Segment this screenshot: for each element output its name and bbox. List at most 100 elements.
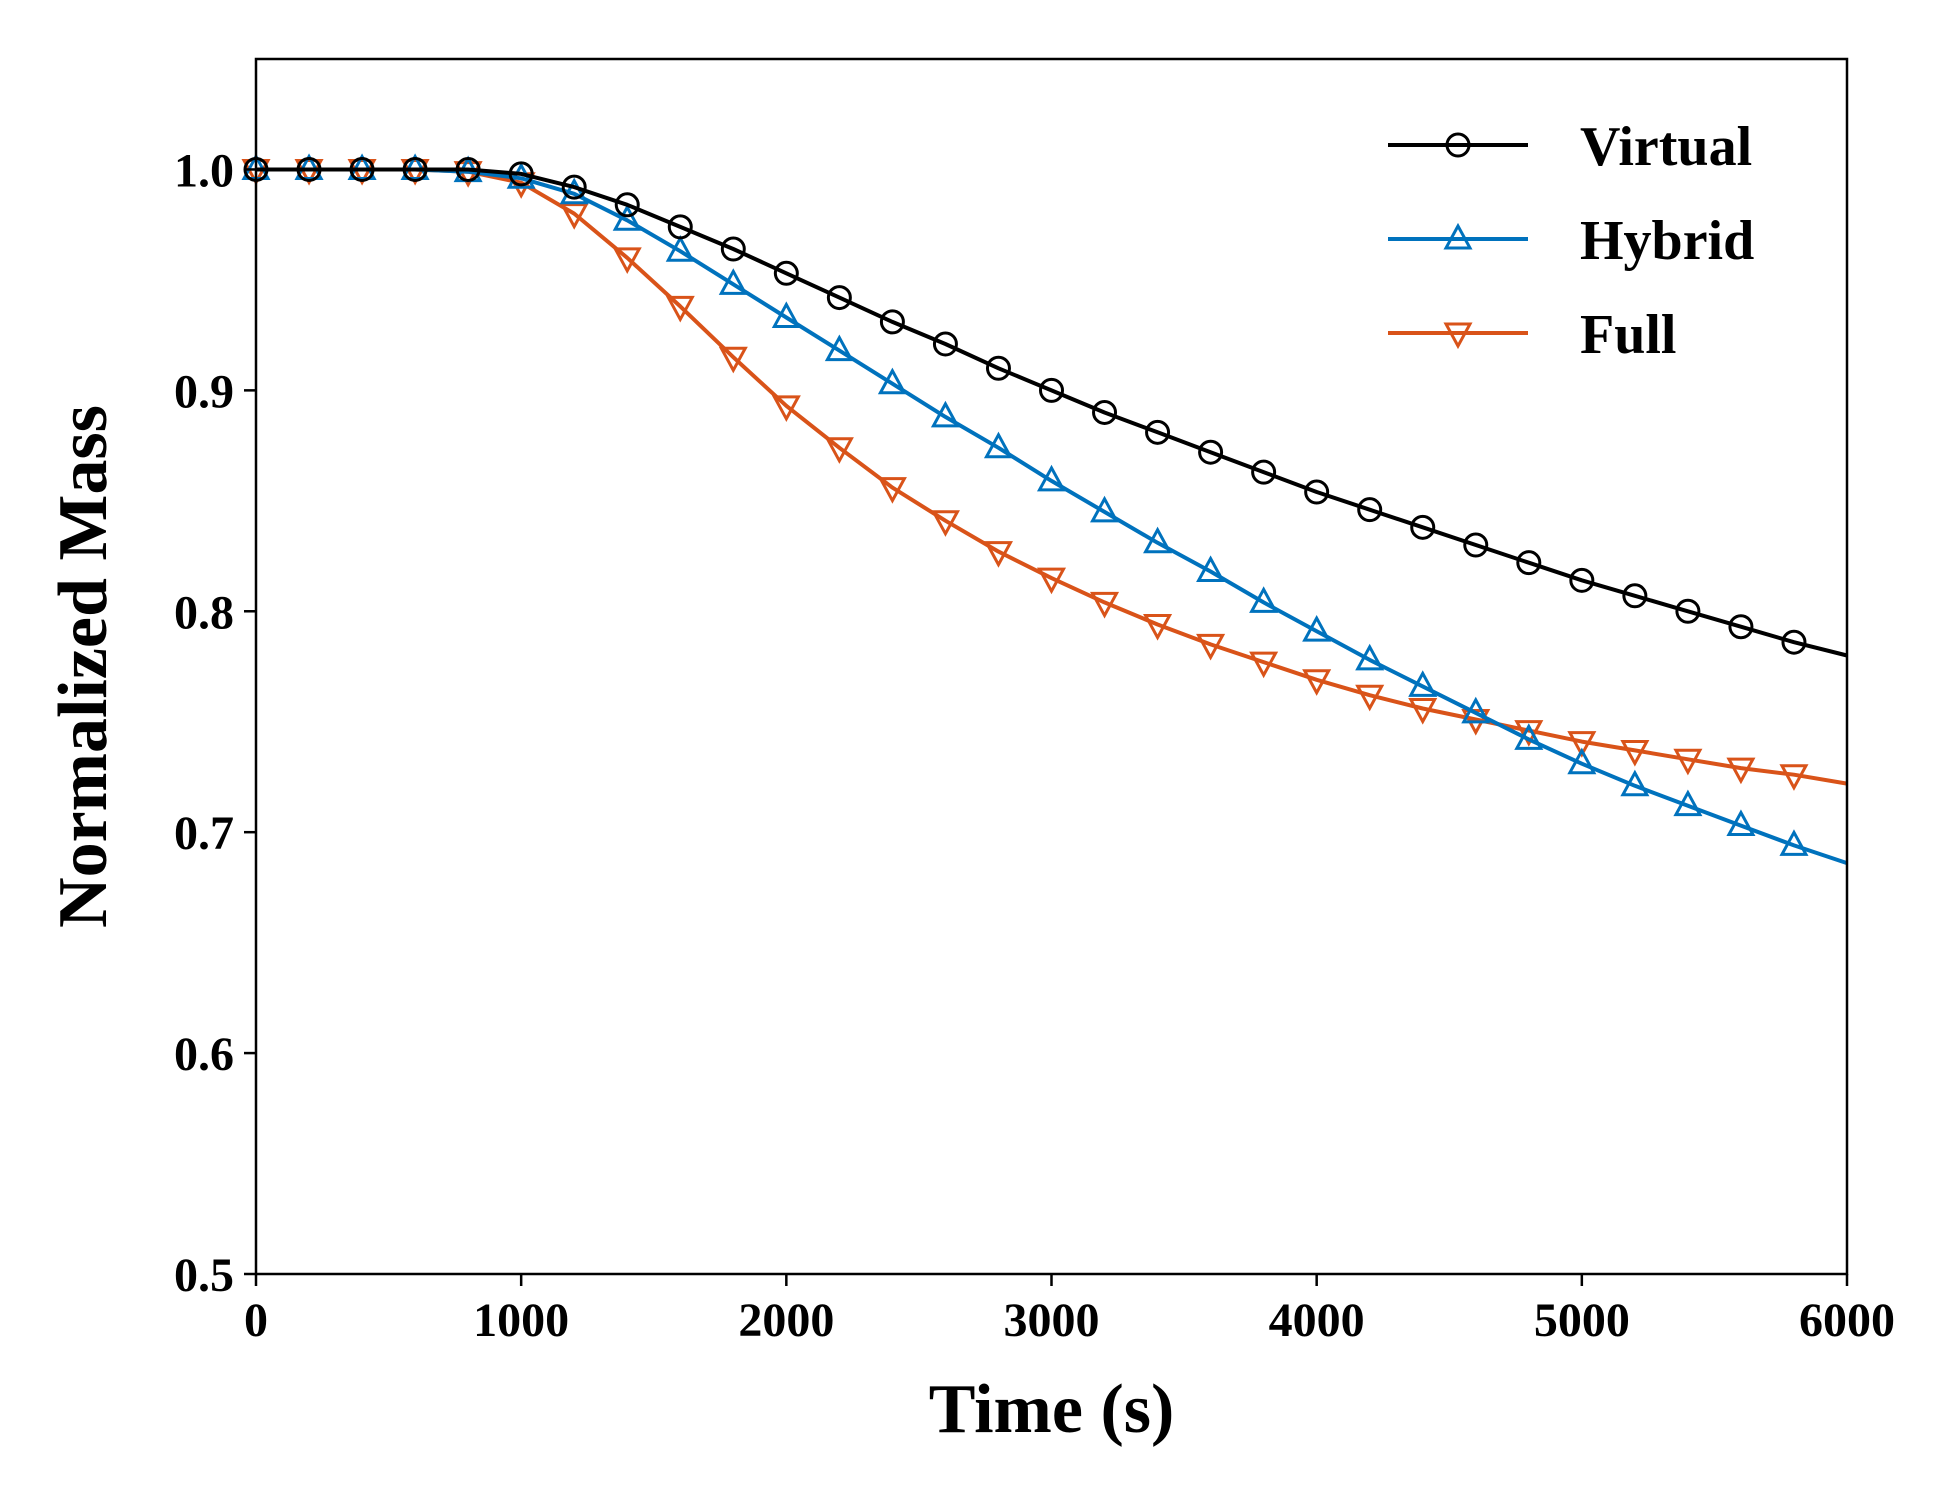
data-point-virtual: [1357, 497, 1383, 523]
legend-marker: [1443, 322, 1473, 350]
data-point-full: [1673, 748, 1703, 776]
data-point-full: [771, 395, 801, 422]
data-point-hybrid: [1249, 586, 1279, 613]
data-point-virtual: [667, 214, 693, 240]
data-point-full: [718, 346, 748, 374]
data-point-virtual: [296, 156, 322, 182]
legend: Virtual Hybrid Full: [1388, 116, 1754, 366]
legend-item-hybrid: Hybrid: [1388, 210, 1754, 272]
data-point-virtual: [402, 156, 428, 182]
data-point-virtual: [826, 285, 852, 311]
data-point-virtual: [1039, 377, 1064, 403]
data-point-full: [1567, 731, 1597, 758]
data-point-virtual: [614, 192, 640, 218]
data-point-hybrid: [1567, 747, 1597, 775]
data-point-hybrid: [983, 431, 1013, 459]
x-tick-label: 5000: [1534, 1294, 1630, 1347]
data-point-hybrid: [347, 153, 377, 180]
data-point-hybrid: [294, 153, 324, 180]
data-point-virtual: [1781, 629, 1807, 655]
data-point-full: [1090, 591, 1120, 619]
series-line-virtual: [256, 167, 1848, 658]
data-point-hybrid: [877, 367, 907, 395]
data-point-full: [665, 295, 695, 323]
data-point-hybrid: [1726, 809, 1756, 837]
data-point-hybrid: [400, 153, 430, 180]
data-point-full: [559, 203, 589, 230]
data-point-hybrid: [1673, 789, 1703, 817]
data-point-full: [877, 477, 907, 504]
legend-label: Hybrid: [1580, 210, 1754, 272]
x-tick-label: 3000: [1004, 1294, 1100, 1347]
data-point-hybrid: [930, 400, 960, 428]
data-point-virtual: [773, 260, 799, 286]
data-point-virtual: [349, 156, 375, 182]
x-tick-label: 0: [244, 1294, 268, 1347]
data-point-virtual: [1092, 399, 1118, 425]
data-point-virtual: [1304, 479, 1330, 505]
data-point-hybrid: [612, 204, 642, 231]
y-tick-label: 0.5: [174, 1249, 234, 1302]
data-point-virtual: [720, 236, 746, 262]
data-point-hybrid: [824, 334, 854, 362]
tick-layer: 0 1000 2000 3000 4000 5000 6000 0.5 0.6 0.7 0.8 0.9…: [174, 144, 1895, 1347]
data-point-full: [1408, 697, 1438, 725]
y-tick-label: 0.8: [174, 586, 234, 639]
data-point-hybrid: [718, 268, 748, 295]
data-point-full: [1620, 739, 1650, 767]
data-point-virtual: [1251, 459, 1277, 485]
data-point-full: [930, 510, 960, 537]
plot-layer: [241, 153, 1848, 865]
data-point-hybrid: [1196, 555, 1226, 583]
y-tick-label: 0.7: [174, 807, 234, 860]
data-point-hybrid: [771, 301, 801, 328]
data-point-virtual: [508, 161, 534, 187]
data-point-hybrid: [1514, 723, 1544, 750]
data-point-hybrid: [665, 235, 695, 262]
series-virtual: [243, 156, 1848, 658]
data-point-virtual: [879, 309, 905, 335]
data-point-hybrid: [1036, 464, 1067, 492]
data-point-full: [824, 437, 854, 464]
data-point-hybrid: [1620, 769, 1650, 797]
data-point-full: [1514, 720, 1544, 747]
data-point-hybrid: [1090, 495, 1120, 523]
data-point-full: [1726, 757, 1756, 785]
x-tick-label: 1000: [473, 1294, 569, 1347]
data-point-virtual: [1675, 598, 1701, 624]
x-tick-label: 4000: [1269, 1294, 1365, 1347]
data-point-full: [1355, 684, 1385, 712]
data-point-virtual: [1569, 567, 1595, 593]
data-point-virtual: [455, 156, 481, 182]
data-point-full: [1143, 614, 1173, 641]
data-point-full: [1302, 669, 1332, 696]
data-point-hybrid: [1779, 829, 1809, 856]
data-point-virtual: [561, 174, 587, 200]
data-point-virtual: [1145, 419, 1171, 445]
data-point-virtual: [932, 331, 958, 357]
x-axis-title: Time (s): [929, 1371, 1175, 1448]
legend-item-virtual: Virtual: [1388, 116, 1752, 178]
legend-label: Full: [1580, 304, 1676, 366]
data-point-full: [1036, 567, 1067, 595]
y-tick-label: 0.9: [174, 365, 234, 418]
x-tick-label: 2000: [738, 1294, 834, 1347]
data-point-hybrid: [559, 177, 589, 205]
y-tick-label: 1.0: [174, 144, 234, 197]
data-point-virtual: [1622, 583, 1648, 609]
data-point-virtual: [1463, 532, 1489, 558]
data-point-full: [1779, 764, 1809, 791]
data-point-virtual: [985, 355, 1011, 381]
data-point-virtual: [1728, 614, 1754, 640]
series-line-full: [256, 167, 1848, 786]
data-point-hybrid: [1302, 615, 1332, 642]
data-point-virtual: [1516, 550, 1542, 576]
data-point-virtual: [1198, 439, 1224, 465]
legend-item-full: Full: [1388, 304, 1676, 366]
data-point-virtual: [1410, 514, 1436, 540]
data-point-full: [1196, 633, 1226, 661]
data-point-full: [612, 247, 642, 274]
legend-marker: [1445, 132, 1471, 158]
